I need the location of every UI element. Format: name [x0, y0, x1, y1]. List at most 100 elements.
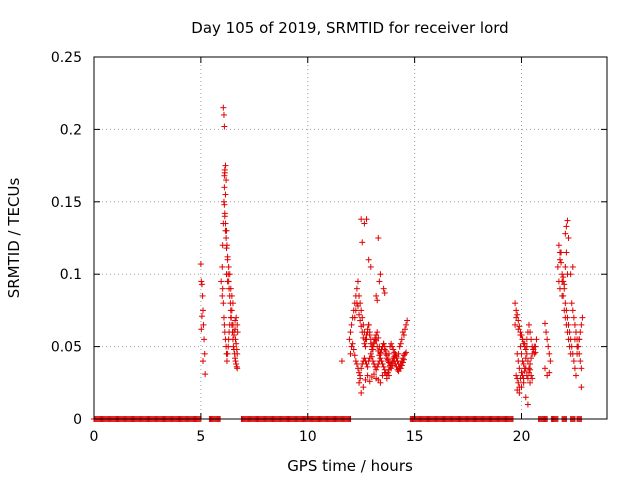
- data-point: [348, 321, 355, 328]
- data-point: [404, 317, 411, 324]
- data-point: [222, 220, 229, 227]
- data-point: [529, 375, 536, 382]
- data-point: [233, 360, 240, 367]
- data-point: [224, 253, 231, 260]
- data-point: [357, 317, 364, 324]
- data-point: [400, 356, 407, 363]
- data-point: [527, 379, 534, 386]
- data-point: [351, 314, 358, 321]
- data-point: [220, 314, 227, 321]
- data-point: [338, 358, 345, 365]
- x-tick-label: 10: [299, 429, 317, 445]
- data-point: [227, 314, 234, 321]
- data-point: [350, 346, 357, 353]
- data-point: [571, 321, 578, 328]
- data-point: [559, 292, 566, 299]
- data-point: [396, 343, 403, 350]
- data-point: [556, 249, 563, 256]
- data-point: [200, 307, 207, 314]
- data-point: [402, 350, 409, 357]
- data-point: [356, 369, 363, 376]
- y-tick-label: 0.2: [60, 122, 82, 138]
- data-point: [376, 352, 383, 359]
- data-points: [91, 104, 586, 422]
- data-point: [362, 376, 369, 383]
- data-point: [528, 355, 535, 362]
- data-point: [360, 334, 367, 341]
- data-point: [368, 346, 375, 353]
- data-point: [202, 371, 209, 378]
- data-point: [516, 323, 523, 330]
- data-point: [579, 314, 586, 321]
- data-point: [519, 336, 526, 343]
- data-point: [223, 358, 230, 365]
- data-point: [570, 358, 577, 365]
- data-point: [374, 343, 381, 350]
- data-point: [546, 369, 553, 376]
- data-point: [201, 350, 208, 357]
- data-point: [381, 290, 388, 297]
- data-point: [198, 313, 205, 320]
- data-point: [361, 340, 368, 347]
- data-point: [562, 300, 569, 307]
- data-point: [383, 352, 390, 359]
- data-point: [533, 336, 540, 343]
- data-point: [234, 329, 241, 336]
- data-point: [377, 271, 384, 278]
- data-point: [573, 329, 580, 336]
- data-point: [392, 350, 399, 357]
- data-point: [518, 369, 525, 376]
- data-point: [520, 360, 527, 367]
- data-point: [518, 350, 525, 357]
- data-point: [390, 346, 397, 353]
- data-point: [356, 311, 363, 318]
- data-point: [234, 365, 241, 372]
- data-point: [232, 336, 239, 343]
- data-point: [361, 220, 368, 227]
- data-point: [569, 307, 576, 314]
- data-point: [368, 353, 375, 360]
- data-point: [556, 285, 563, 292]
- data-point: [200, 358, 207, 365]
- data-point: [559, 271, 566, 278]
- data-point: [221, 321, 228, 328]
- data-point: [512, 300, 519, 307]
- data-point: [352, 358, 359, 365]
- data-point: [346, 336, 353, 343]
- data-point: [574, 343, 581, 350]
- data-point: [515, 379, 522, 386]
- data-point: [372, 334, 379, 341]
- data-point: [233, 314, 240, 321]
- data-point: [228, 307, 235, 314]
- data-point: [375, 235, 382, 241]
- data-point: [234, 321, 241, 328]
- y-tick-label: 0.05: [51, 340, 82, 356]
- data-point: [352, 307, 359, 314]
- data-point: [351, 352, 358, 359]
- data-point: [358, 389, 365, 396]
- x-axis-label: GPS time / hours: [287, 457, 413, 475]
- data-point: [369, 358, 376, 365]
- x-tick-label: 15: [406, 429, 424, 445]
- data-point: [363, 216, 370, 223]
- data-point: [225, 343, 232, 350]
- data-point: [388, 365, 395, 372]
- data-point: [380, 340, 387, 347]
- data-point: [219, 292, 226, 299]
- data-point: [542, 320, 549, 327]
- data-point: [562, 230, 569, 237]
- data-point: [512, 321, 519, 328]
- data-point: [221, 172, 228, 179]
- data-point: [543, 329, 550, 336]
- data-point: [523, 350, 530, 357]
- data-point: [234, 350, 241, 357]
- data-point: [389, 362, 396, 369]
- data-point: [564, 329, 571, 336]
- data-point: [374, 363, 381, 370]
- data-point: [359, 239, 366, 246]
- data-point: [374, 329, 381, 336]
- data-point: [395, 360, 402, 367]
- data-point: [514, 311, 521, 318]
- data-point: [347, 329, 354, 336]
